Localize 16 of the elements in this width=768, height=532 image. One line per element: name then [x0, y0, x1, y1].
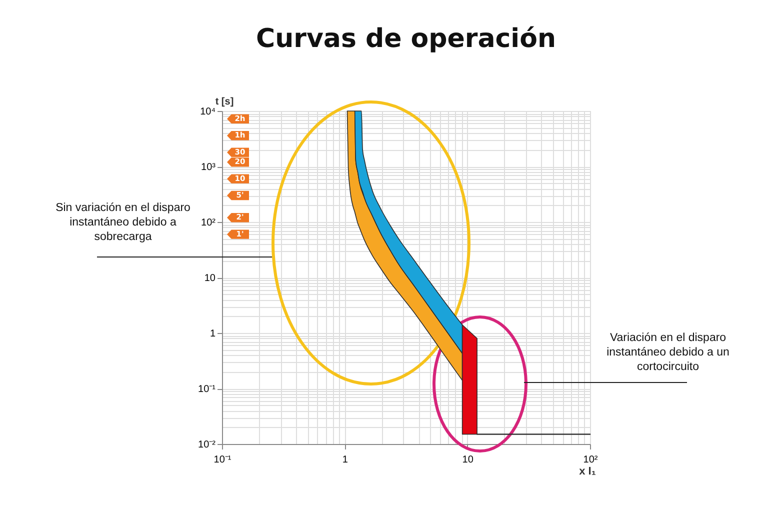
y-tick-label: 1	[210, 328, 216, 340]
x-tick-label: 10⁻¹	[214, 454, 232, 466]
x-tick-label: 10	[462, 454, 474, 466]
y-tick-label: 10²	[201, 218, 216, 228]
x-tick-label: 10²	[583, 454, 598, 466]
y-tick-label: 10³	[201, 162, 216, 173]
y-tick-label: 10	[204, 273, 216, 284]
chart-title: Curvas de operación	[256, 24, 556, 54]
y-tick-label: 10⁻¹	[198, 384, 216, 395]
x-tick-label: 1	[342, 454, 348, 466]
y-tick-label: 10⁴	[200, 106, 216, 118]
y-tick-label: 10⁻²	[198, 440, 216, 450]
y-axis-title: t [s]	[215, 96, 234, 108]
x-axis-title: x I₁	[579, 466, 596, 478]
text: Sin variación en el disparo instantáneo debido a sobrecarga	[56, 202, 190, 243]
text: Variación en el disparo instantáneo debido a un cortocircuito	[606, 332, 730, 373]
